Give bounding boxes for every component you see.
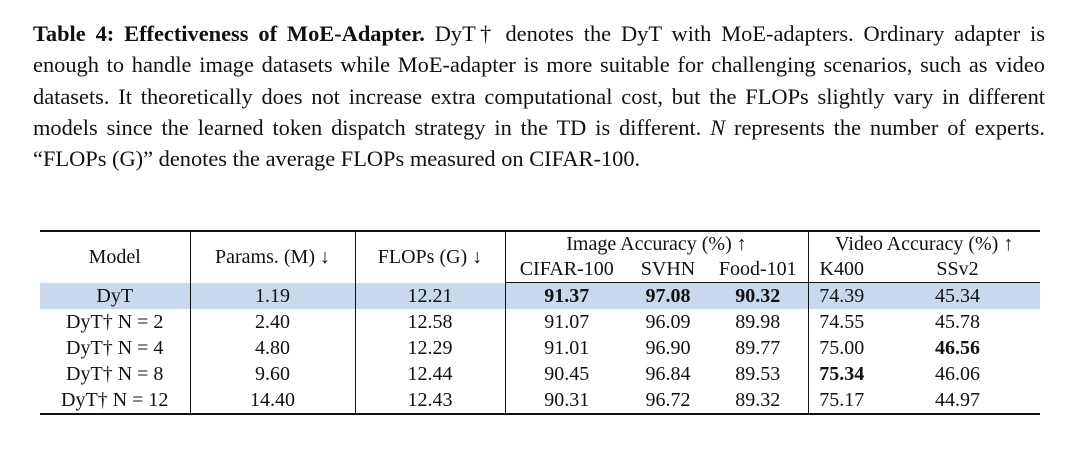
table-row: DyT† N = 8 9.60 12.44 90.45 96.84 89.53 75.34 4… — [40, 361, 1040, 387]
caption-math: N — [710, 114, 726, 140]
caption: Table 4: Effectiveness of MoE-Adapter. D… — [33, 18, 1045, 174]
subheader-cell: SVHN — [628, 256, 708, 283]
value-cell: 75.17 — [808, 387, 875, 415]
value-cell: 45.78 — [935, 311, 980, 333]
header-cell: Model — [40, 230, 191, 283]
header-cell: Video Accuracy (%) ↑ — [808, 230, 1040, 256]
value-cell: 12.58 — [355, 309, 506, 335]
header-cell: FLOPs (G) ↓ — [355, 230, 506, 283]
value-cell: 89.98 — [708, 309, 809, 335]
value-cell: 74.39 — [808, 282, 875, 309]
value-cell: 2.40 — [190, 309, 356, 335]
value-cell: 4.80 — [190, 335, 356, 361]
caption-text: DyT† denotes the DyT with MoE-adapters. … — [33, 21, 1045, 140]
caption-text: represents the number of experts. “FLOPs… — [33, 114, 1045, 172]
caption-label: Table 4: Effectiveness of MoE-Adapter. — [33, 21, 425, 46]
value-cell: 89.53 — [708, 361, 809, 387]
model-cell: DyT† N = 4 — [40, 335, 191, 361]
value-cell: 44.97 — [875, 387, 1040, 415]
table-row: DyT 1.19 12.21 91.37 97.08 90.32 74.39 45.34 — [40, 282, 1040, 309]
value-cell: 12.21 — [355, 282, 506, 309]
value-cell: 9.60 — [190, 361, 356, 387]
model-cell: DyT — [40, 282, 191, 309]
table-row: DyT† N = 2 2.40 12.58 91.07 96.09 89.98 74.55 4… — [40, 309, 1040, 335]
value-cell: 90.32 — [708, 282, 809, 309]
value-cell: 91.07 — [544, 311, 590, 333]
model-cell: DyT† N = 8 — [40, 361, 191, 387]
value-cell: 89.32 — [708, 387, 809, 415]
value-cell: 14.40 — [190, 387, 356, 415]
value-cell: 90.45 — [544, 363, 590, 385]
value-cell: 74.55 — [819, 311, 865, 333]
value-cell: 46.06 — [935, 363, 980, 385]
model-cell: DyT† N = 12 — [40, 387, 191, 415]
value-cell: 96.90 — [645, 337, 691, 359]
value-cell: 90.31 — [505, 387, 628, 415]
table-row: DyT† N = 4 4.80 12.29 91.01 96.90 89.77 75.00 4… — [40, 335, 1040, 361]
header-cell: Image Accuracy (%) ↑ — [505, 230, 809, 256]
header-cell: Params. (M) ↓ — [190, 230, 356, 283]
value-cell: 96.84 — [645, 363, 691, 385]
value-cell: 91.37 — [505, 282, 628, 309]
table-body: DyT 1.19 12.21 91.37 97.08 90.32 74.39 45.34 DyT… — [40, 282, 1040, 415]
value-cell: 89.77 — [708, 335, 809, 361]
value-cell: 75.00 — [819, 337, 865, 359]
subheader-cell: CIFAR-100 — [505, 256, 628, 283]
model-cell: DyT† N = 2 — [40, 309, 191, 335]
value-cell: 12.43 — [355, 387, 506, 415]
value-cell: 46.56 — [935, 337, 980, 359]
value-cell: 12.44 — [355, 361, 506, 387]
results-table: Model Params. (M) ↓ FLOPs (G) ↓ Image Ac… — [40, 230, 1040, 415]
table-row: DyT† N = 12 14.40 12.43 90.31 96.72 89.32 75.1… — [40, 387, 1040, 415]
value-cell: 97.08 — [628, 282, 708, 309]
value-cell: 1.19 — [190, 282, 356, 309]
value-cell: 96.09 — [645, 311, 691, 333]
value-cell: 91.01 — [544, 337, 590, 359]
subheader-cell: K400 — [808, 256, 875, 283]
subheader-cell: Food-101 — [708, 256, 809, 283]
value-cell: 12.29 — [355, 335, 506, 361]
value-cell: 96.72 — [628, 387, 708, 415]
subheader-cell: SSv2 — [875, 256, 1040, 283]
value-cell: 45.34 — [875, 282, 1040, 309]
value-cell: 75.34 — [819, 363, 865, 385]
